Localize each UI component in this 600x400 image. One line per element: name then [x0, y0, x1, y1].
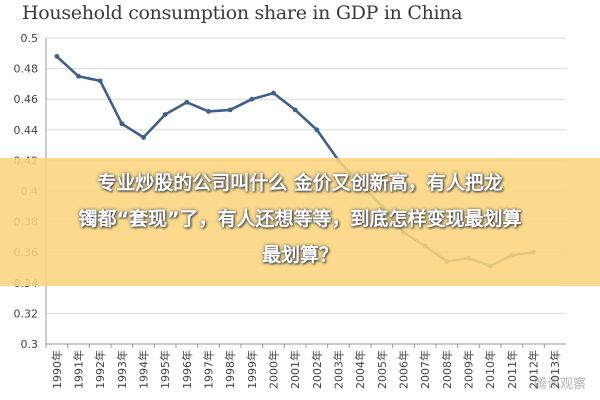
x-tick-label: 2007年 [418, 350, 432, 389]
x-tick-label: 1996年 [180, 350, 194, 389]
x-tick-label: 2005年 [375, 350, 389, 389]
y-tick-label: 0.32 [14, 307, 39, 320]
data-point [292, 107, 298, 113]
x-tick-label: 2011年 [505, 350, 519, 389]
x-tick-label: 2002年 [310, 350, 324, 389]
x-tick-label: 2006年 [397, 350, 411, 389]
y-tick-label: 0.46 [14, 93, 39, 106]
x-tick-label: 1994年 [137, 350, 151, 389]
x-tick-labels: 1990年 1991年 1992年 1993年 1994年 1995年 1996年 1997年… [50, 350, 562, 389]
x-tick-label: 2012年 [527, 350, 541, 389]
x-tick-label: 2000年 [267, 350, 281, 389]
data-point [314, 127, 320, 133]
y-tick-label: 0.3 [21, 338, 39, 351]
overlay-headline-line-1: 专业炒股的公司叫什么 金价又创新高，有人把龙 [97, 172, 503, 194]
y-tick-label: 0.5 [21, 32, 39, 45]
data-point [119, 121, 125, 127]
x-tick-label: 1998年 [223, 350, 237, 389]
watermark-text: 腾讯观察 [533, 377, 586, 392]
x-tick-label: 1990年 [50, 350, 64, 389]
x-tick-label: 1999年 [245, 350, 259, 389]
x-tick-label: 2003年 [332, 350, 346, 389]
x-tick-label: 1997年 [202, 350, 216, 389]
data-point [162, 112, 168, 117]
x-tick-label: 2008年 [440, 350, 454, 389]
x-tick-label: 1993年 [115, 350, 129, 389]
y-tick-label: 0.44 [14, 124, 39, 137]
x-tick-label: 1992年 [93, 350, 107, 389]
x-tick-label: 2004年 [353, 350, 367, 389]
data-point [249, 96, 255, 102]
data-point [184, 99, 190, 105]
data-point [97, 78, 103, 84]
x-tick-label: 2013年 [548, 350, 562, 389]
overlay-headline-line-3: 最划算？ [261, 244, 338, 266]
data-point [206, 109, 211, 114]
data-point [54, 53, 60, 59]
data-point [141, 135, 146, 140]
data-point [76, 73, 81, 79]
data-point [271, 90, 276, 96]
x-tick-label: 1991年 [72, 350, 86, 389]
x-tick-label: 2001年 [288, 350, 302, 389]
chart-title: Household consumption share in GDP in Ch… [22, 2, 463, 24]
overlay-headline-line-2: 镯都“套现”了，有人还想等等，到底怎样变现最划算 [78, 208, 522, 230]
y-tick-label: 0.48 [14, 63, 39, 76]
x-tick-label: 2009年 [462, 350, 476, 389]
data-point [227, 107, 233, 113]
x-tick-label: 2010年 [483, 350, 497, 389]
x-tick-label: 1995年 [158, 350, 172, 389]
overlay-banner: 专业炒股的公司叫什么 金价又创新高，有人把龙 镯都“套现”了，有人还想等等，到底… [0, 158, 600, 286]
